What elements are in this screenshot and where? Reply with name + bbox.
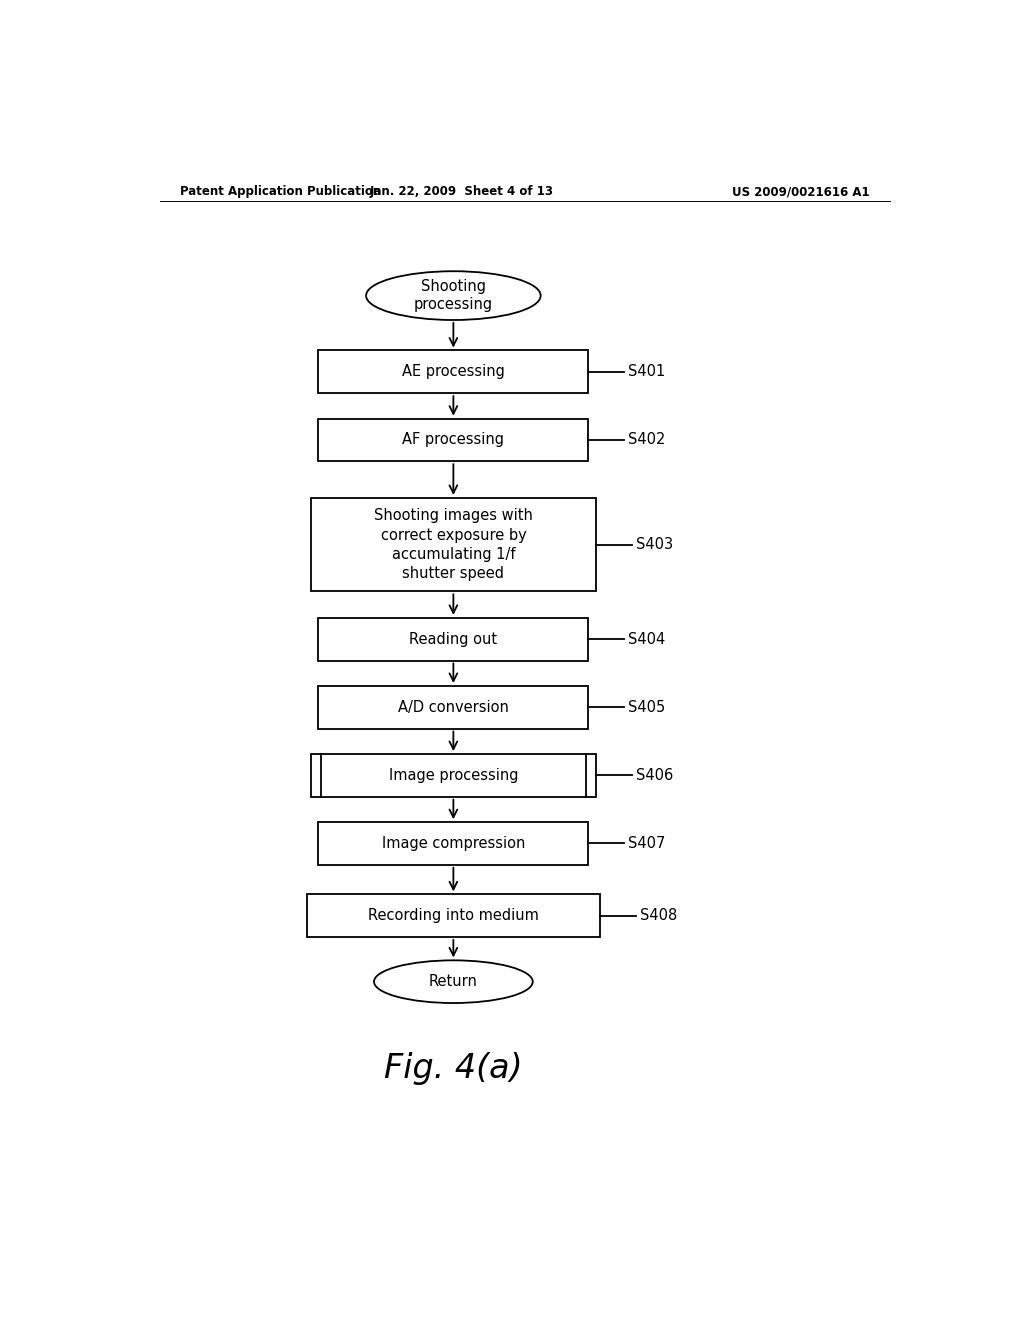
Ellipse shape xyxy=(367,271,541,319)
Text: S402: S402 xyxy=(628,433,666,447)
Text: Recording into medium: Recording into medium xyxy=(368,908,539,923)
Bar xyxy=(318,686,588,729)
Bar xyxy=(318,351,588,393)
Text: Reading out: Reading out xyxy=(410,632,498,647)
Text: A/D conversion: A/D conversion xyxy=(398,700,509,714)
Text: AF processing: AF processing xyxy=(402,433,505,447)
Text: AE processing: AE processing xyxy=(402,364,505,379)
Text: Image compression: Image compression xyxy=(382,836,525,851)
Text: S404: S404 xyxy=(628,632,666,647)
Text: S408: S408 xyxy=(640,908,677,923)
Text: US 2009/0021616 A1: US 2009/0021616 A1 xyxy=(732,185,870,198)
Text: Fig. 4(a): Fig. 4(a) xyxy=(384,1052,522,1085)
Ellipse shape xyxy=(374,961,532,1003)
Text: S406: S406 xyxy=(636,768,673,783)
Bar xyxy=(310,498,596,591)
Text: Return: Return xyxy=(429,974,478,989)
Text: S407: S407 xyxy=(628,836,666,851)
Text: Shooting images with
correct exposure by
accumulating 1/f
shutter speed: Shooting images with correct exposure by… xyxy=(374,508,532,581)
Text: Patent Application Publication: Patent Application Publication xyxy=(179,185,381,198)
Bar xyxy=(318,618,588,660)
Bar xyxy=(318,418,588,461)
Bar xyxy=(318,822,588,865)
Text: S401: S401 xyxy=(628,364,666,379)
Text: Jan. 22, 2009  Sheet 4 of 13: Jan. 22, 2009 Sheet 4 of 13 xyxy=(370,185,553,198)
Text: S405: S405 xyxy=(628,700,666,714)
Text: Shooting
processing: Shooting processing xyxy=(414,279,493,313)
Text: Image processing: Image processing xyxy=(389,768,518,783)
Bar xyxy=(310,754,596,797)
Bar xyxy=(306,894,600,937)
Text: S403: S403 xyxy=(636,537,673,552)
